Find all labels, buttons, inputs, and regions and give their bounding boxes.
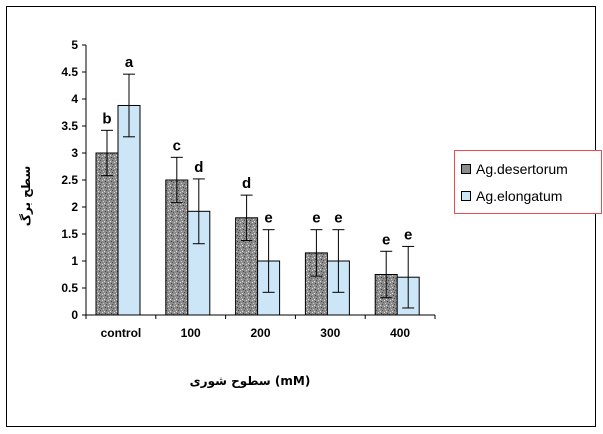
y-tick-label: 5 xyxy=(71,38,78,52)
y-tick-label: 4.5 xyxy=(61,65,78,79)
significance-letter: b xyxy=(102,110,111,127)
y-tick-label: 3 xyxy=(71,146,78,160)
y-tick-label: 0 xyxy=(71,308,78,322)
significance-letter: e xyxy=(312,210,320,227)
x-tick-label: 200 xyxy=(250,326,270,340)
y-tick-label: 1 xyxy=(71,254,78,268)
significance-letter: d xyxy=(194,159,203,176)
bar-desertorum xyxy=(95,152,119,316)
y-tick-label: 2 xyxy=(71,200,78,214)
legend-swatch-elongatum xyxy=(461,191,471,201)
y-tick-label: 2.5 xyxy=(61,173,78,187)
significance-letter: d xyxy=(242,175,251,192)
significance-letter: e xyxy=(334,210,342,227)
significance-letter: c xyxy=(173,137,181,154)
y-axis-ticks: 0 0.5 1 1.5 2 2.5 3 3.5 4 4.5 5 xyxy=(61,38,86,322)
legend-item-elongatum: Ag.elongatum xyxy=(461,187,562,205)
x-tick-label: 400 xyxy=(390,326,410,340)
x-tick-label: 300 xyxy=(320,326,340,340)
axes xyxy=(85,45,435,316)
significance-letter: e xyxy=(404,226,412,243)
y-tick-label: 4 xyxy=(71,92,78,106)
x-tick-label: 100 xyxy=(181,326,201,340)
y-axis-title: سطح برگ xyxy=(18,166,33,227)
y-tick-label: 0.5 xyxy=(61,281,78,295)
significance-letter: e xyxy=(264,210,272,227)
y-tick-label: 1.5 xyxy=(61,227,78,241)
legend-item-desertorum: Ag.desertorum xyxy=(461,160,568,178)
x-axis-ticks: control 100 200 300 400 xyxy=(85,315,436,340)
x-axis-title: سطوح شوری (mM) xyxy=(190,374,311,389)
legend: Ag.desertorum Ag.elongatum xyxy=(454,150,602,214)
legend-label-elongatum: Ag.elongatum xyxy=(476,188,563,204)
legend-label-desertorum: Ag.desertorum xyxy=(476,161,568,177)
y-tick-label: 3.5 xyxy=(61,119,78,133)
legend-swatch-desertorum xyxy=(461,164,471,174)
significance-letter: e xyxy=(382,231,390,248)
x-tick-label: control xyxy=(101,326,142,340)
significance-letter: a xyxy=(125,54,134,71)
